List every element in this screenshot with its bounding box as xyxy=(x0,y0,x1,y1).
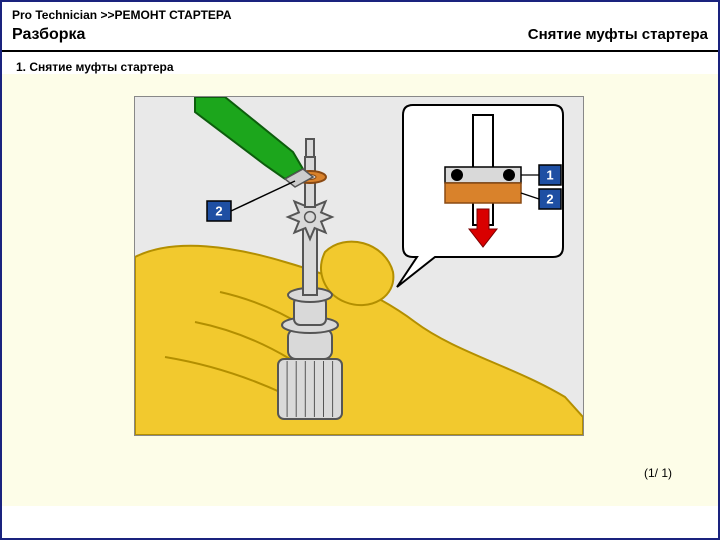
content-area: 2 1 2 (1/ 1) xyxy=(2,74,718,506)
breadcrumb: Pro Technician >>РЕМОНТ СТАРТЕРА xyxy=(12,8,708,22)
svg-text:1: 1 xyxy=(546,168,553,183)
page-subtitle: Снятие муфты стартера xyxy=(528,26,708,43)
document-page: Pro Technician >>РЕМОНТ СТАРТЕРА Разборк… xyxy=(0,0,720,540)
figure-svg: 2 1 2 xyxy=(135,97,583,435)
svg-text:2: 2 xyxy=(215,204,222,219)
svg-text:2: 2 xyxy=(546,192,553,207)
title-row: Разборка Снятие муфты стартера xyxy=(12,26,708,44)
section-title: Разборка xyxy=(12,26,85,44)
step-heading: 1. Снятие муфты стартера xyxy=(2,52,718,74)
page-number: (1/ 1) xyxy=(644,466,672,480)
technical-figure: 2 1 2 xyxy=(134,96,584,436)
page-header: Pro Technician >>РЕМОНТ СТАРТЕРА Разборк… xyxy=(2,2,718,52)
